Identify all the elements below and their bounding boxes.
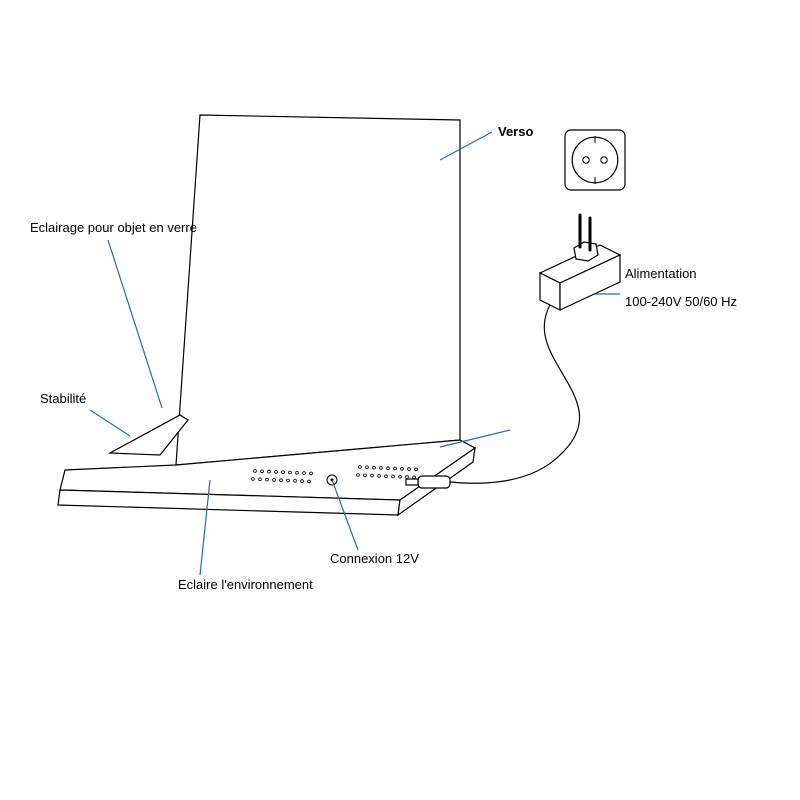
label-voltage: 100-240V 50/60 Hz: [625, 294, 737, 309]
label-alimentation: Alimentation: [625, 266, 697, 281]
label-eclairage: Eclairage pour objet en verre: [30, 220, 197, 235]
kickstand: [110, 415, 188, 455]
label-verso: Verso: [498, 124, 533, 139]
label-eclaire_env: Eclaire l'environnement: [178, 577, 313, 592]
panel-back: [176, 115, 460, 465]
dc-jack-tip: [406, 479, 418, 485]
leader-eclairage: [108, 240, 162, 408]
label-stabilite: Stabilité: [40, 391, 86, 406]
leader-stabilite: [90, 410, 130, 436]
dc-jack-body: [418, 476, 450, 488]
label-connexion: Connexion 12V: [330, 551, 419, 566]
